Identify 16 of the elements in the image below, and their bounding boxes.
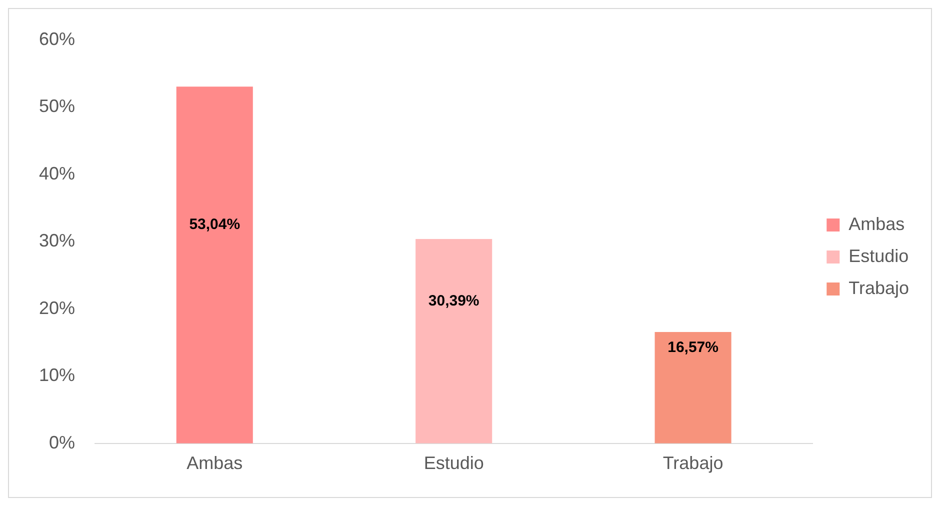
data-label: 16,57% [668, 338, 718, 356]
legend-label: Estudio [848, 246, 909, 266]
y-tick-label: 0% [49, 432, 76, 452]
y-tick-label: 20% [38, 298, 76, 318]
legend-label: Trabajo [848, 278, 910, 298]
legend-label: Ambas [848, 214, 905, 234]
data-label: 53,04% [189, 216, 240, 234]
x-tick-label: Estudio [424, 453, 484, 474]
y-tick-label: 60% [38, 28, 76, 49]
y-tick-label: 30% [38, 230, 76, 251]
data-label: 30,39% [428, 292, 480, 310]
y-tick-label: 10% [38, 365, 76, 386]
y-tick-label: 40% [38, 163, 76, 184]
y-tick-label: 50% [38, 96, 76, 116]
x-tick-label: Ambas [186, 453, 243, 474]
x-tick-label: Trabajo [662, 453, 724, 474]
